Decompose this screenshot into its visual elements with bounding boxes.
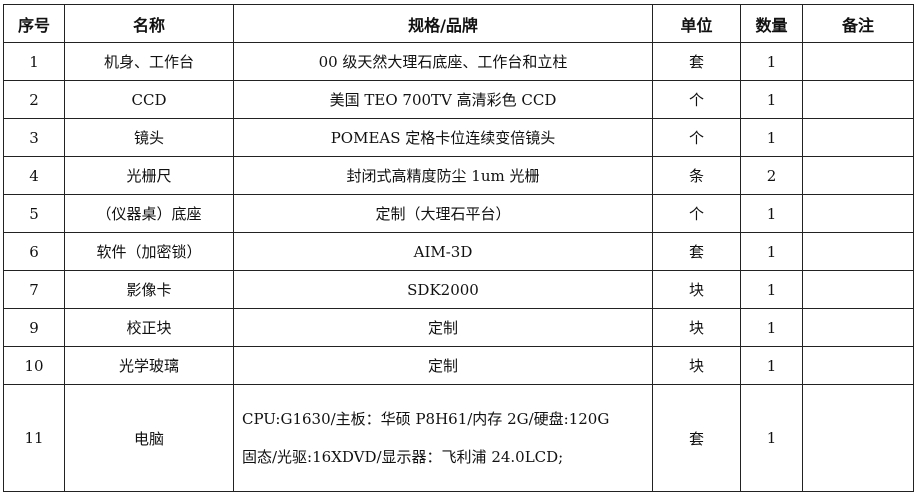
cell-unit: 套	[652, 384, 741, 492]
cell-spec: SDK2000	[233, 270, 653, 309]
cell-unit: 套	[652, 232, 741, 271]
header-name: 名称	[64, 4, 234, 43]
cell-unit: 块	[652, 346, 741, 385]
cell-name: 光学玻璃	[64, 346, 234, 385]
cell-qty: 1	[740, 80, 803, 119]
cell-name: 软件（加密锁）	[64, 232, 234, 271]
header-qty: 数量	[740, 4, 803, 43]
cell-no: 5	[3, 194, 65, 233]
cell-spec: AIM-3D	[233, 232, 653, 271]
cell-no: 4	[3, 156, 65, 195]
cell-unit: 个	[652, 194, 741, 233]
cell-name: CCD	[64, 80, 234, 119]
cell-note	[802, 384, 914, 492]
table-row: 4 光栅尺 封闭式高精度防尘 1um 光栅条 2	[3, 156, 914, 195]
header-row: 序号 名称 规格/品牌 单位 数量 备注	[3, 4, 914, 43]
cell-qty: 1	[740, 118, 803, 157]
table-row: 9 校正块 定制块 1	[3, 308, 914, 347]
cell-name: 机身、工作台	[64, 42, 234, 81]
cell-no: 11	[3, 384, 65, 492]
cell-note	[802, 42, 914, 81]
cell-qty: 1	[740, 308, 803, 347]
cell-note	[802, 80, 914, 119]
cell-note	[802, 194, 914, 233]
cell-qty: 1	[740, 194, 803, 233]
cell-name: 影像卡	[64, 270, 234, 309]
cell-no: 1	[3, 42, 65, 81]
header-unit: 单位	[652, 4, 741, 43]
cell-unit: 套	[652, 42, 741, 81]
cell-spec: 美国 TEO 700TV 高清彩色 CCD	[233, 80, 653, 119]
table-row: 11 电脑 CPU:G1630/主板：华硕 P8H61/内存 2G/硬盘:120…	[3, 384, 914, 492]
cell-note	[802, 270, 914, 309]
spec-line: 固态/光驱:16XDVD/显示器：飞利浦 24.0LCD;	[242, 448, 564, 466]
header-note: 备注	[802, 4, 914, 43]
cell-name: 校正块	[64, 308, 234, 347]
table-row: 10 光学玻璃 定制块 1	[3, 346, 914, 385]
cell-no: 3	[3, 118, 65, 157]
cell-note	[802, 232, 914, 271]
cell-qty: 1	[740, 232, 803, 271]
header-spec: 规格/品牌	[233, 4, 653, 43]
cell-name: （仪器桌）底座	[64, 194, 234, 233]
cell-qty: 1	[740, 384, 803, 492]
table-row: 7 影像卡 SDK2000 块 1	[3, 270, 914, 309]
cell-spec: 定制（大理石平台）	[233, 194, 653, 233]
cell-qty: 2	[740, 156, 803, 195]
cell-spec: CPU:G1630/主板：华硕 P8H61/内存 2G/硬盘:120G 固态/光…	[233, 384, 653, 492]
spec-line: CPU:G1630/主板：华硕 P8H61/内存 2G/硬盘:120G	[242, 410, 610, 428]
cell-spec: 定制	[233, 346, 653, 385]
cell-no: 2	[3, 80, 65, 119]
cell-spec: 00 级天然大理石底座、工作台和立柱	[233, 42, 653, 81]
table-row: 6 软件（加密锁） AIM-3D 套 1	[3, 232, 914, 271]
cell-unit: 块	[652, 308, 741, 347]
cell-name: 电脑	[64, 384, 234, 492]
cell-name: 光栅尺	[64, 156, 234, 195]
cell-spec: 封闭式高精度防尘 1um 光栅	[233, 156, 653, 195]
table-row: 2 CCD 美国 TEO 700TV 高清彩色 CCD 个 1	[3, 80, 914, 119]
cell-note	[802, 346, 914, 385]
cell-note	[802, 308, 914, 347]
cell-unit: 块	[652, 270, 741, 309]
cell-unit: 条	[652, 156, 741, 195]
table-row: 5 （仪器桌）底座 定制（大理石平台）个 1	[3, 194, 914, 233]
cell-unit: 个	[652, 118, 741, 157]
cell-note	[802, 156, 914, 195]
cell-no: 7	[3, 270, 65, 309]
cell-no: 6	[3, 232, 65, 271]
cell-no: 10	[3, 346, 65, 385]
cell-name: 镜头	[64, 118, 234, 157]
table-row: 3 镜头 POMEAS 定格卡位连续变倍镜头个 1	[3, 118, 914, 157]
cell-spec: POMEAS 定格卡位连续变倍镜头	[233, 118, 653, 157]
cell-note	[802, 118, 914, 157]
cell-qty: 1	[740, 346, 803, 385]
cell-qty: 1	[740, 42, 803, 81]
cell-qty: 1	[740, 270, 803, 309]
cell-unit: 个	[652, 80, 741, 119]
cell-spec: 定制	[233, 308, 653, 347]
table-row: 1 机身、工作台 00 级天然大理石底座、工作台和立柱套 1	[3, 42, 914, 81]
header-no: 序号	[3, 4, 65, 43]
cell-no: 9	[3, 308, 65, 347]
equipment-table: 序号 名称 规格/品牌 单位 数量 备注 1 机身、工作台 00 级天然大理石底座、…	[3, 4, 914, 492]
